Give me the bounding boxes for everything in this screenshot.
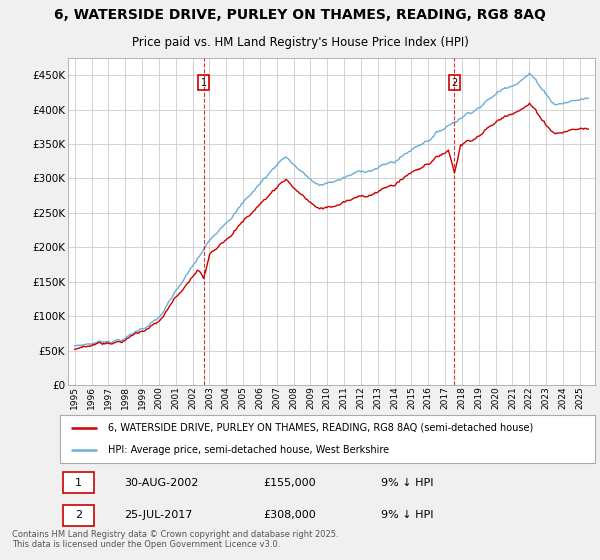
Text: £308,000: £308,000 [263, 510, 316, 520]
Text: 1: 1 [74, 478, 82, 488]
FancyBboxPatch shape [60, 415, 595, 463]
Text: 6, WATERSIDE DRIVE, PURLEY ON THAMES, READING, RG8 8AQ (semi-detached house): 6, WATERSIDE DRIVE, PURLEY ON THAMES, RE… [108, 423, 533, 433]
FancyBboxPatch shape [62, 505, 94, 526]
Text: 2: 2 [451, 77, 457, 87]
Text: HPI: Average price, semi-detached house, West Berkshire: HPI: Average price, semi-detached house,… [108, 445, 389, 455]
FancyBboxPatch shape [62, 472, 94, 493]
Text: 2: 2 [74, 510, 82, 520]
Text: 25-JUL-2017: 25-JUL-2017 [124, 510, 193, 520]
Text: Contains HM Land Registry data © Crown copyright and database right 2025.
This d: Contains HM Land Registry data © Crown c… [12, 530, 338, 549]
Text: Price paid vs. HM Land Registry's House Price Index (HPI): Price paid vs. HM Land Registry's House … [131, 36, 469, 49]
Text: £155,000: £155,000 [263, 478, 316, 488]
Text: 6, WATERSIDE DRIVE, PURLEY ON THAMES, READING, RG8 8AQ: 6, WATERSIDE DRIVE, PURLEY ON THAMES, RE… [54, 8, 546, 22]
Text: 9% ↓ HPI: 9% ↓ HPI [381, 510, 433, 520]
Text: 30-AUG-2002: 30-AUG-2002 [124, 478, 199, 488]
Text: 1: 1 [201, 77, 207, 87]
Text: 9% ↓ HPI: 9% ↓ HPI [381, 478, 433, 488]
